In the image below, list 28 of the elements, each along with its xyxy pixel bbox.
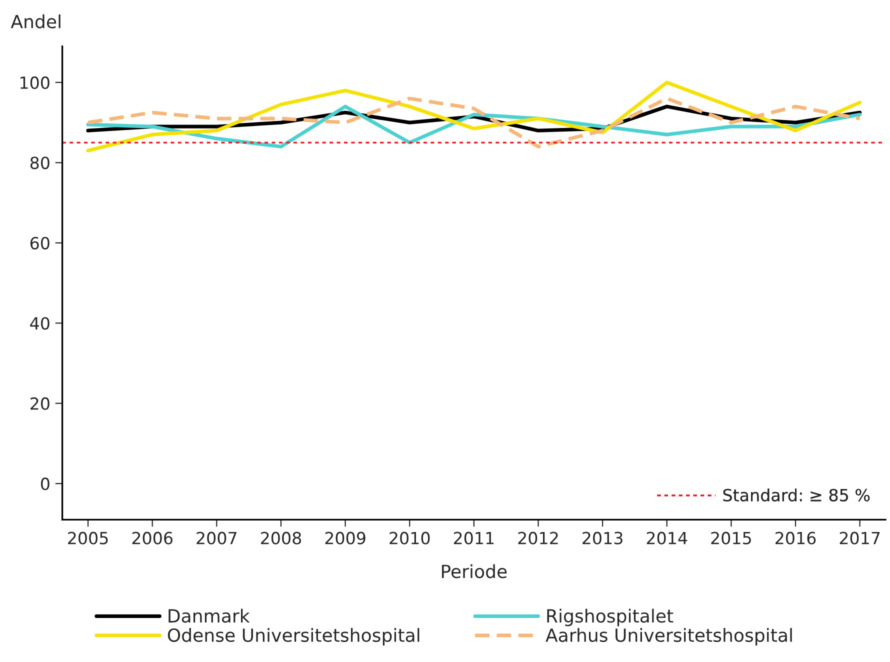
y-tick-label: 0 xyxy=(40,478,50,490)
legend-label: Rigshospitalet xyxy=(547,608,674,626)
legend-label: Odense Universitetshospital xyxy=(168,628,420,646)
y-tick-label: 80 xyxy=(30,156,50,170)
y-tick-label: 100 xyxy=(20,76,50,90)
x-tick-label: 2016 xyxy=(776,532,816,544)
legend-label: Aarhus Universitetshospital xyxy=(546,628,792,646)
x-tick-label: 2012 xyxy=(518,532,558,544)
legend-label: Standard: ≥ 85 % xyxy=(723,488,870,502)
x-tick-label: 2011 xyxy=(454,532,494,544)
y-tick-label: 20 xyxy=(30,397,50,410)
x-tick-label: 2015 xyxy=(711,532,751,544)
x-tick-label: 2009 xyxy=(325,532,366,544)
x-tick-label: 2008 xyxy=(260,532,302,544)
x-axis-title: Periode xyxy=(442,564,507,578)
x-tick-label: 2014 xyxy=(646,532,688,544)
x-tick-label: 2007 xyxy=(196,532,236,544)
x-tick-label: 2013 xyxy=(582,532,622,544)
x-tick-label: 2006 xyxy=(132,532,172,544)
line-series xyxy=(86,96,862,148)
x-tick-label: 2010 xyxy=(390,532,430,544)
y-tick-label: 60 xyxy=(30,236,50,250)
x-tick-label: 2017 xyxy=(840,532,880,544)
line-series xyxy=(86,80,862,152)
y-tick-label: 40 xyxy=(30,317,50,330)
x-tick-label: 2005 xyxy=(68,532,108,544)
legend-label: Danmark xyxy=(168,608,250,623)
y-axis-title: Andel xyxy=(10,14,60,28)
